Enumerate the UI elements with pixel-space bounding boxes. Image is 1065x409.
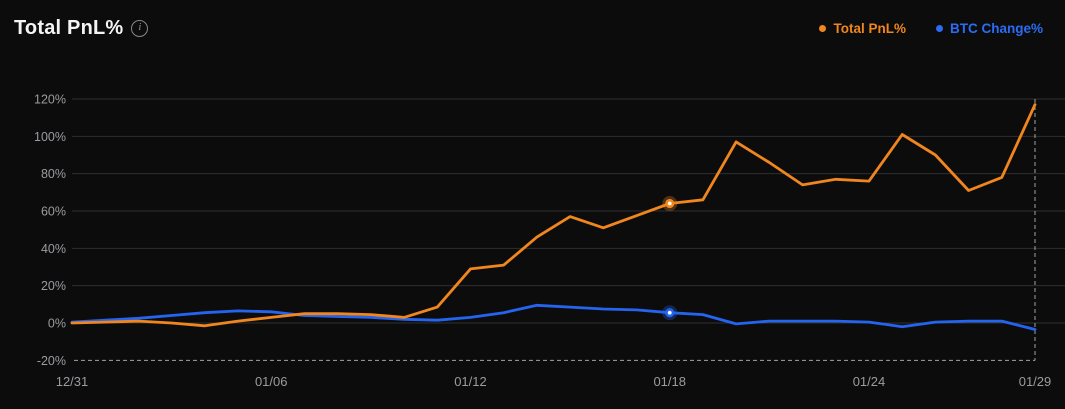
y-tick-label: 100% — [34, 130, 66, 144]
legend-item-total-pnl[interactable]: Total PnL% — [819, 21, 906, 36]
legend-item-btc-change[interactable]: BTC Change% — [935, 20, 1043, 36]
chart-header: Total PnL% i Total PnL% BTC Change% — [0, 0, 1065, 56]
x-tick-label: 12/31 — [56, 374, 89, 389]
info-icon[interactable]: i — [131, 19, 149, 37]
series-line-btc-change- — [70, 303, 1037, 331]
title-group: Total PnL% i — [14, 16, 149, 40]
chart-title: Total PnL% — [14, 16, 124, 39]
legend-label-btc-change: BTC Change% — [949, 20, 1043, 36]
legend-dot-total-pnl-icon — [819, 24, 827, 32]
x-tick-label: 01/12 — [454, 374, 487, 389]
chart-legend: Total PnL% BTC Change% — [819, 21, 1043, 36]
legend-dot-btc-change-icon — [935, 24, 943, 32]
series-line-total-pnl- — [70, 103, 1037, 328]
y-tick-label: 60% — [41, 205, 66, 219]
x-tick-label: 01/18 — [653, 374, 686, 389]
marker-total-pnl--center — [667, 201, 672, 206]
legend-label-total-pnl: Total PnL% — [833, 20, 906, 36]
marker-btc-change--center — [667, 310, 672, 315]
y-tick-label: 120% — [34, 93, 66, 107]
x-tick-label: 01/29 — [1019, 374, 1052, 389]
x-tick-label: 01/24 — [853, 374, 886, 389]
x-tick-label: 01/06 — [255, 374, 288, 389]
y-tick-label: -20% — [37, 354, 66, 368]
y-tick-label: 40% — [41, 242, 66, 256]
y-tick-label: 0% — [48, 317, 66, 331]
y-tick-label: 20% — [41, 279, 66, 293]
y-tick-label: 80% — [41, 167, 66, 181]
